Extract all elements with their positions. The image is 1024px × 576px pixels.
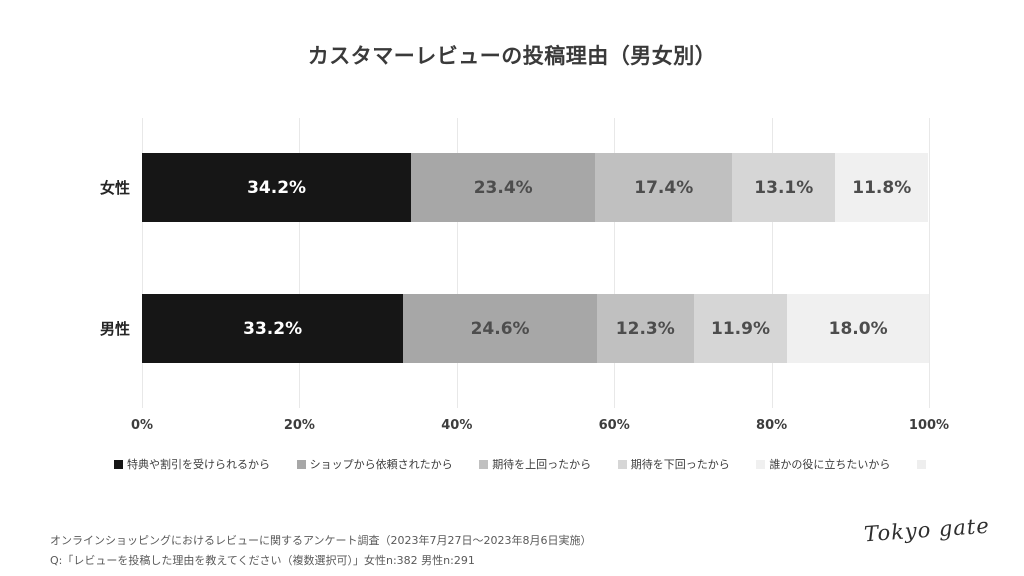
legend-label: 特典や割引を受けられるから — [127, 458, 270, 471]
legend-marker-icon — [617, 459, 627, 469]
bar-segment: 23.4% — [411, 153, 596, 222]
gridline — [299, 118, 301, 408]
legend-marker-icon — [479, 459, 489, 469]
bar-segment: 11.8% — [835, 153, 929, 222]
category-label: 男性 — [99, 320, 130, 338]
legend-item: 誰かの役に立ちたいから — [756, 456, 890, 472]
x-axis-label: 60% — [598, 418, 630, 433]
bar-segment: 18.0% — [787, 294, 929, 363]
gridline — [929, 118, 930, 408]
legend-label: 期待を下回ったから — [630, 458, 730, 471]
gridline — [771, 118, 773, 408]
x-axis-label: 0% — [130, 418, 154, 433]
source-line-1: オンラインショッピングにおけるレビューに関するアンケート調査（2023年7月27… — [50, 534, 592, 547]
x-axis-label: 80% — [756, 418, 788, 433]
plot-area: 0% 20% 40% 60% 80% 100% 34.2% 23.4% 17.4% 13.1% 11… — [100, 118, 949, 433]
legend-label: 誰かの役に立ちたいから — [769, 458, 891, 471]
legend-marker-icon — [756, 459, 766, 469]
source-note: オンラインショッピングにおけるレビューに関するアンケート調査（2023年7月27… — [50, 531, 592, 571]
legend-label: 期待を上回ったから — [492, 458, 592, 471]
legend-marker-icon — [916, 459, 926, 469]
bar-segment: 13.1% — [732, 153, 836, 222]
legend: 特典や割引を受けられるから ショップから依頼されたから 期待を上回ったから 期待を下回… — [114, 455, 926, 473]
x-axis-label: 100% — [908, 418, 950, 433]
legend-label: ショップから依頼されたから — [309, 458, 453, 471]
gridline — [456, 118, 458, 408]
bar-segment: 17.4% — [595, 153, 733, 222]
bar-row: 34.2% 23.4% 17.4% 13.1% 11.8% — [142, 153, 929, 222]
page-title: カスタマーレビューの投稿理由（男女別） — [307, 44, 717, 68]
brand-logo: Tokyo gate — [863, 513, 991, 547]
x-axis-label: 40% — [441, 418, 473, 433]
legend-item: 期待を上回ったから — [479, 456, 591, 472]
bar-segment: 11.9% — [693, 294, 788, 363]
legend-marker-icon — [114, 459, 123, 469]
legend-item: ショップから依頼されたから — [296, 456, 453, 472]
bar-segment: 24.6% — [403, 294, 597, 363]
legend-item — [916, 459, 926, 469]
source-line-2: Q:「レビューを投稿した理由を教えてください（複数選択可）」女性n:382 男性… — [50, 554, 475, 567]
x-axis-label: 20% — [283, 418, 315, 433]
bar-segment: 34.2% — [142, 153, 412, 222]
gridline — [142, 118, 143, 408]
gridline — [614, 118, 616, 408]
legend-item: 期待を下回ったから — [617, 456, 730, 472]
legend-item: 特典や割引を受けられるから — [114, 456, 270, 472]
bar-segment: 12.3% — [596, 294, 694, 363]
bar-row: 33.2% 24.6% 12.3% 11.9% 18.0% — [142, 294, 929, 363]
legend-marker-icon — [296, 459, 306, 469]
bar-segment: 33.2% — [142, 294, 404, 363]
category-label: 女性 — [99, 179, 130, 197]
